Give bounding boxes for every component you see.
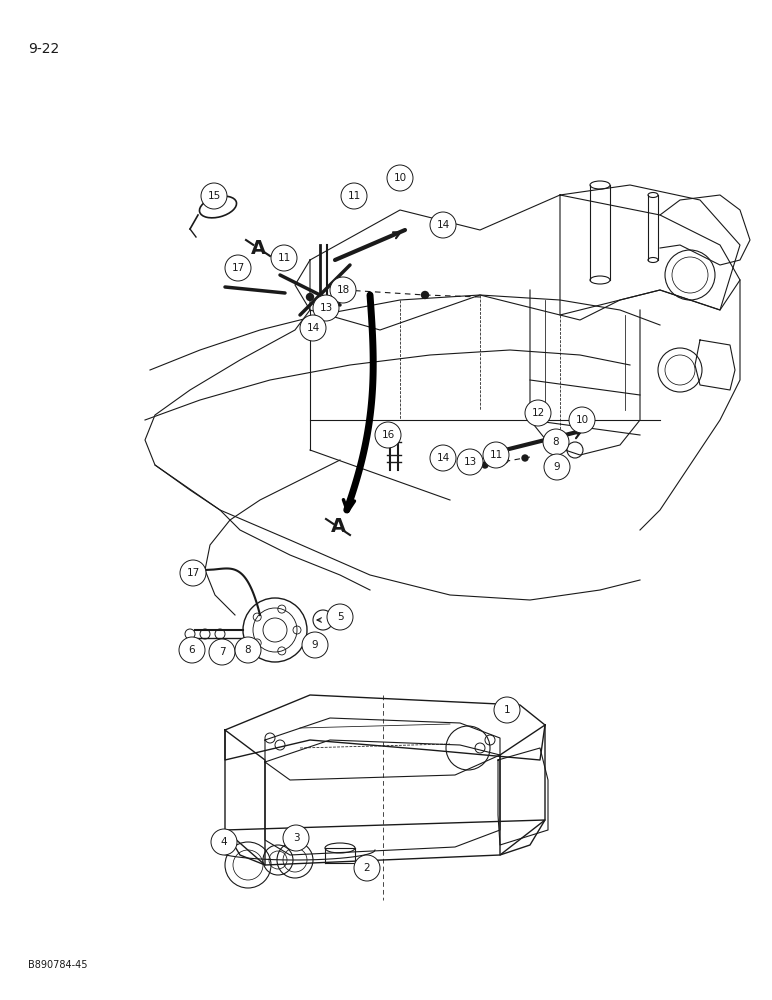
Text: 2: 2 [364, 863, 371, 873]
Text: 4: 4 [221, 837, 227, 847]
Circle shape [180, 560, 206, 586]
Text: 17: 17 [186, 568, 200, 578]
Circle shape [502, 457, 508, 463]
Circle shape [340, 284, 347, 292]
Circle shape [375, 422, 401, 448]
Text: 14: 14 [436, 453, 449, 463]
Text: 7: 7 [218, 647, 225, 657]
Text: 14: 14 [436, 220, 449, 230]
Text: B890784-45: B890784-45 [28, 960, 87, 970]
Circle shape [482, 462, 488, 468]
Circle shape [302, 632, 328, 658]
Circle shape [522, 455, 528, 461]
Circle shape [327, 604, 353, 630]
Text: 9: 9 [312, 640, 318, 650]
Text: 11: 11 [277, 253, 290, 263]
Text: 16: 16 [381, 430, 394, 440]
Text: 11: 11 [489, 450, 503, 460]
Text: 15: 15 [208, 191, 221, 201]
Circle shape [201, 183, 227, 209]
Text: 1: 1 [503, 705, 510, 715]
Text: A: A [330, 518, 346, 536]
Circle shape [211, 829, 237, 855]
Circle shape [422, 292, 428, 298]
Circle shape [306, 294, 313, 300]
Circle shape [330, 277, 356, 303]
Circle shape [300, 315, 326, 341]
Circle shape [483, 442, 509, 468]
Text: 12: 12 [531, 408, 544, 418]
Circle shape [387, 165, 413, 191]
Circle shape [225, 255, 251, 281]
Text: 5: 5 [337, 612, 344, 622]
Circle shape [430, 212, 456, 238]
Circle shape [283, 825, 309, 851]
Text: 8: 8 [553, 437, 559, 447]
Text: 11: 11 [347, 191, 361, 201]
Text: 18: 18 [337, 285, 350, 295]
Circle shape [544, 454, 570, 480]
Circle shape [179, 637, 205, 663]
Circle shape [271, 245, 297, 271]
Circle shape [235, 637, 261, 663]
Text: 13: 13 [463, 457, 476, 467]
Circle shape [209, 639, 235, 665]
Text: 9-22: 9-22 [28, 42, 59, 56]
Circle shape [525, 400, 551, 426]
Text: A: A [250, 238, 266, 257]
Text: 10: 10 [575, 415, 588, 425]
Circle shape [543, 429, 569, 455]
Circle shape [569, 407, 595, 433]
Text: 9: 9 [554, 462, 560, 472]
Text: 3: 3 [293, 833, 300, 843]
Circle shape [354, 855, 380, 881]
Circle shape [341, 183, 367, 209]
Text: 14: 14 [306, 323, 320, 333]
Circle shape [457, 449, 483, 475]
Circle shape [494, 697, 520, 723]
Text: 6: 6 [188, 645, 195, 655]
Text: 10: 10 [394, 173, 407, 183]
Text: 17: 17 [232, 263, 245, 273]
Text: 13: 13 [320, 303, 333, 313]
Circle shape [430, 445, 456, 471]
Text: 8: 8 [245, 645, 252, 655]
Circle shape [313, 295, 339, 321]
